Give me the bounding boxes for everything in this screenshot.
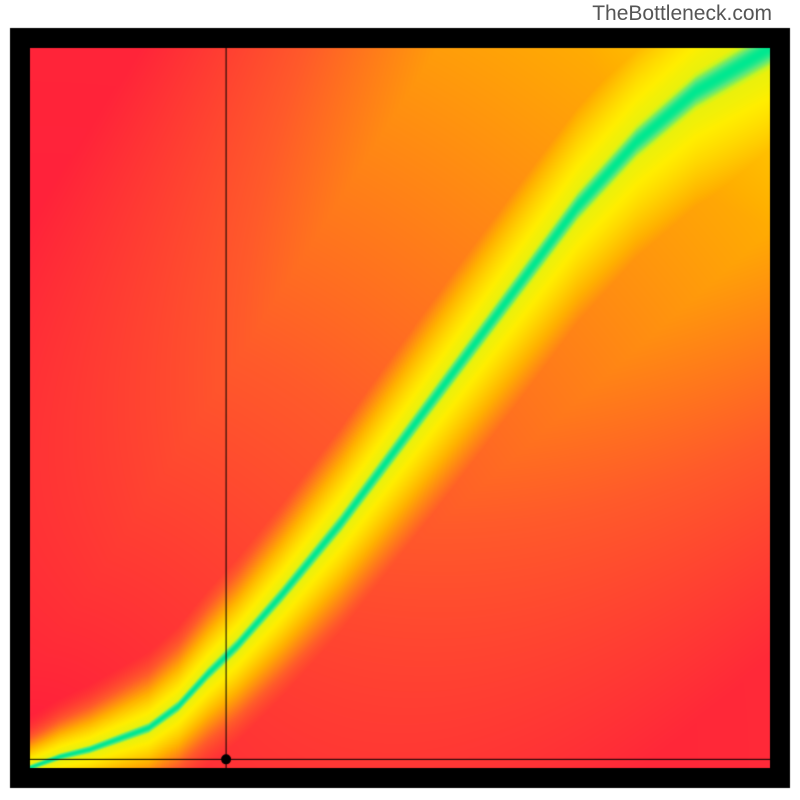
heatmap-canvas bbox=[0, 0, 800, 800]
watermark-text: TheBottleneck.com bbox=[592, 2, 772, 26]
chart-container: TheBottleneck.com bbox=[0, 0, 800, 800]
